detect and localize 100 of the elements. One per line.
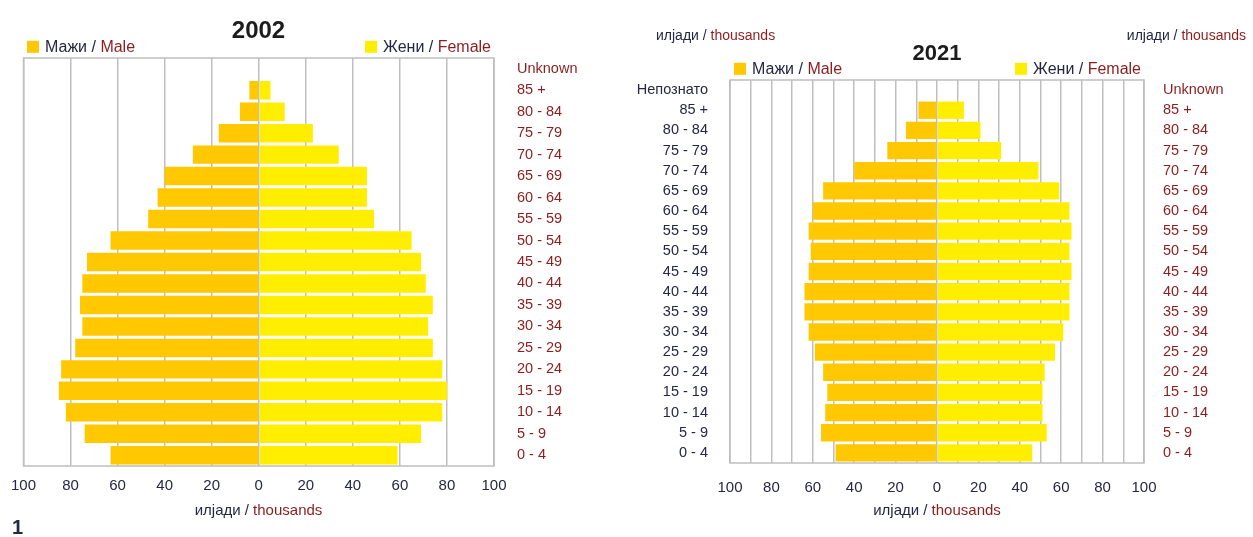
y-tick-label: 20 - 24 <box>662 363 708 380</box>
bar <box>804 282 937 301</box>
y-tick-label: 15 - 19 <box>662 383 708 400</box>
x-tick-label: 80 <box>438 476 456 494</box>
bar <box>937 282 1070 301</box>
bar <box>814 343 937 361</box>
y2-tick-label: 35 - 39 <box>1163 302 1209 319</box>
bar <box>937 303 1070 321</box>
bar <box>823 363 937 381</box>
x-tick-label: 20 <box>887 478 904 496</box>
bar <box>827 383 937 402</box>
legend-label: Мажи / Male <box>45 37 136 55</box>
bar <box>937 403 1043 422</box>
y-tick-label: 40 - 44 <box>517 274 563 291</box>
bar <box>823 182 937 200</box>
y2-tick-label: 85 + <box>1163 101 1192 118</box>
bar <box>937 101 964 119</box>
bar <box>259 166 367 186</box>
y2-tick-label: 80 - 84 <box>1163 121 1209 138</box>
bar <box>75 338 259 358</box>
bar <box>937 444 1033 462</box>
y-tick-label: 30 - 34 <box>662 322 708 339</box>
text: 1 <box>12 515 24 537</box>
bar <box>808 222 937 240</box>
bar <box>937 343 1055 361</box>
bar <box>937 262 1072 281</box>
y-tick-label: 70 - 74 <box>517 145 563 162</box>
y2-tick-label: 70 - 74 <box>1163 161 1209 178</box>
bar <box>259 317 429 336</box>
bar <box>259 338 433 358</box>
y-tick-label: 25 - 29 <box>662 343 708 360</box>
bar <box>65 403 259 422</box>
x-tick-label: 20 <box>203 476 221 494</box>
bar <box>82 274 259 293</box>
y-tick-label: Unknown <box>517 59 578 76</box>
x-tick-label: 100 <box>717 478 743 496</box>
x-tick-label: 100 <box>481 476 507 494</box>
bar <box>61 360 259 379</box>
y-tick-label: Непознато <box>636 81 708 98</box>
bar <box>810 242 937 261</box>
x-tick-label: 60 <box>391 476 409 494</box>
y2-tick-label: 5 - 9 <box>1163 423 1193 440</box>
y-tick-label: 65 - 69 <box>517 167 563 184</box>
bar <box>937 363 1045 381</box>
bar <box>218 123 259 143</box>
x-tick-label: 0 <box>932 478 942 496</box>
y-tick-label: 45 - 49 <box>517 253 563 269</box>
y-tick-label: 55 - 59 <box>662 222 708 239</box>
bar <box>259 274 426 293</box>
y-tick-label: 0 - 4 <box>517 446 547 463</box>
y2-tick-label: 30 - 34 <box>1163 322 1209 339</box>
y2-tick-label: Unknown <box>1163 81 1224 98</box>
bar <box>192 145 259 164</box>
bar <box>259 145 339 164</box>
y-tick-label: 60 - 64 <box>662 202 708 219</box>
y-tick-label: 50 - 54 <box>517 231 563 248</box>
y-tick-label: 75 - 79 <box>662 141 708 158</box>
bar <box>937 121 981 140</box>
y-tick-label: 70 - 74 <box>662 161 708 178</box>
x-tick-label: 20 <box>297 476 315 494</box>
y2-tick-label: 10 - 14 <box>1163 403 1209 420</box>
bar <box>259 360 443 379</box>
y2-tick-label: 60 - 64 <box>1163 202 1209 219</box>
bar <box>854 162 937 180</box>
y-tick-label: 30 - 34 <box>517 317 563 334</box>
y-tick-label: 10 - 14 <box>517 403 563 420</box>
bar <box>259 424 422 444</box>
bar <box>110 231 259 250</box>
bar <box>937 323 1064 341</box>
bar <box>58 381 259 401</box>
y-tick-label: 5 - 9 <box>517 424 547 441</box>
bar <box>259 102 285 121</box>
x-tick-label: 40 <box>344 476 362 494</box>
bar <box>157 188 259 207</box>
chart-title: 2002 <box>231 16 286 44</box>
bar <box>259 446 398 465</box>
bar <box>808 323 937 341</box>
bar <box>82 317 259 336</box>
bar <box>825 403 937 422</box>
bar <box>259 381 447 401</box>
bar <box>259 123 313 143</box>
bar <box>937 202 1070 220</box>
x-tick-label: 100 <box>11 476 37 494</box>
y-tick-label: 0 - 4 <box>678 443 708 460</box>
legend-label: Жени / Female <box>1033 59 1141 77</box>
bar <box>905 121 937 140</box>
x-tick-label: 80 <box>1094 478 1111 496</box>
bar <box>835 444 937 462</box>
y-tick-label: 35 - 39 <box>662 302 708 319</box>
bar <box>918 101 937 119</box>
x-tick-label: 0 <box>254 476 263 494</box>
bar <box>259 252 422 272</box>
bar <box>164 166 259 186</box>
y-tick-label: 75 - 79 <box>517 124 563 141</box>
y2-tick-label: 45 - 49 <box>1163 262 1209 279</box>
bar <box>110 446 259 465</box>
bar <box>821 424 937 442</box>
y-tick-label: 25 - 29 <box>517 338 563 355</box>
bar <box>937 424 1047 442</box>
y-tick-label: 20 - 24 <box>517 360 563 377</box>
